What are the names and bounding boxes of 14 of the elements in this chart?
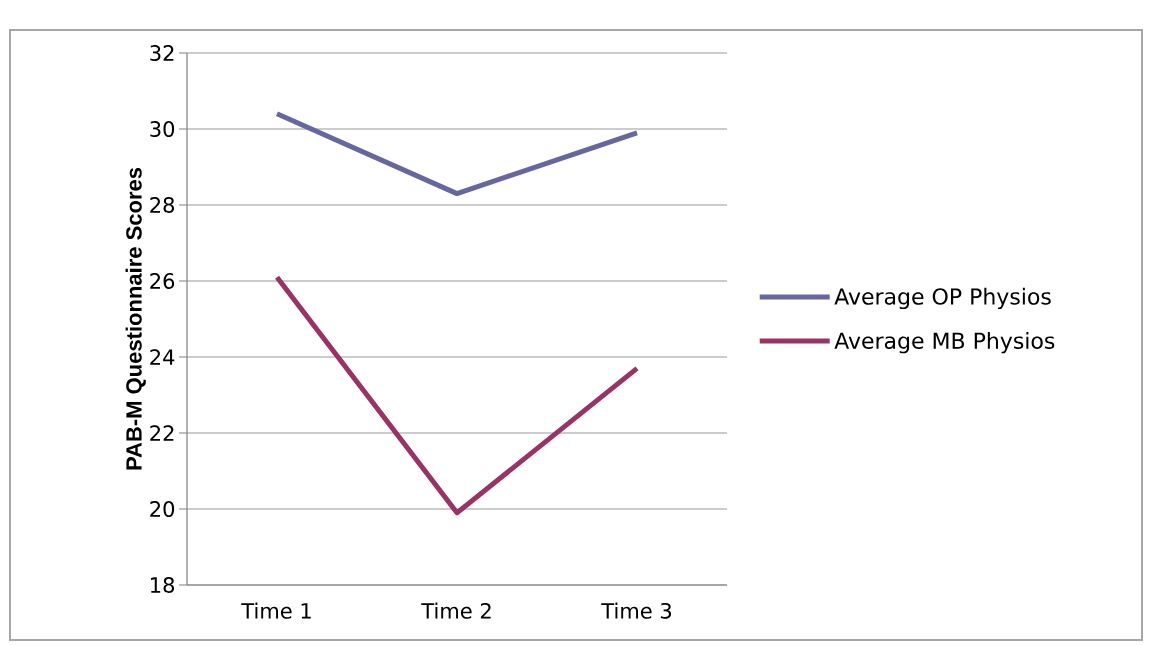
y-tick-label: 18 (151, 577, 175, 593)
legend-label: Average OP Physios (834, 287, 1051, 310)
x-tick-label: Time 1 (241, 602, 311, 619)
y-axis-title: PAB-M Questionnaire Scores (125, 167, 146, 470)
legend-label: Average MB Physios (834, 331, 1055, 354)
x-tick-label: Time 3 (601, 602, 672, 619)
y-tick-label: 28 (150, 197, 175, 213)
y-tick-label: 24 (150, 349, 175, 365)
y-tick-label: 30 (150, 121, 175, 137)
y-tick-label: 32 (150, 45, 174, 61)
y-tick-label: 22 (150, 425, 174, 441)
x-tick-label: Time 2 (421, 602, 491, 619)
y-tick-label: 20 (150, 501, 175, 517)
y-tick-label: 26 (150, 273, 175, 289)
